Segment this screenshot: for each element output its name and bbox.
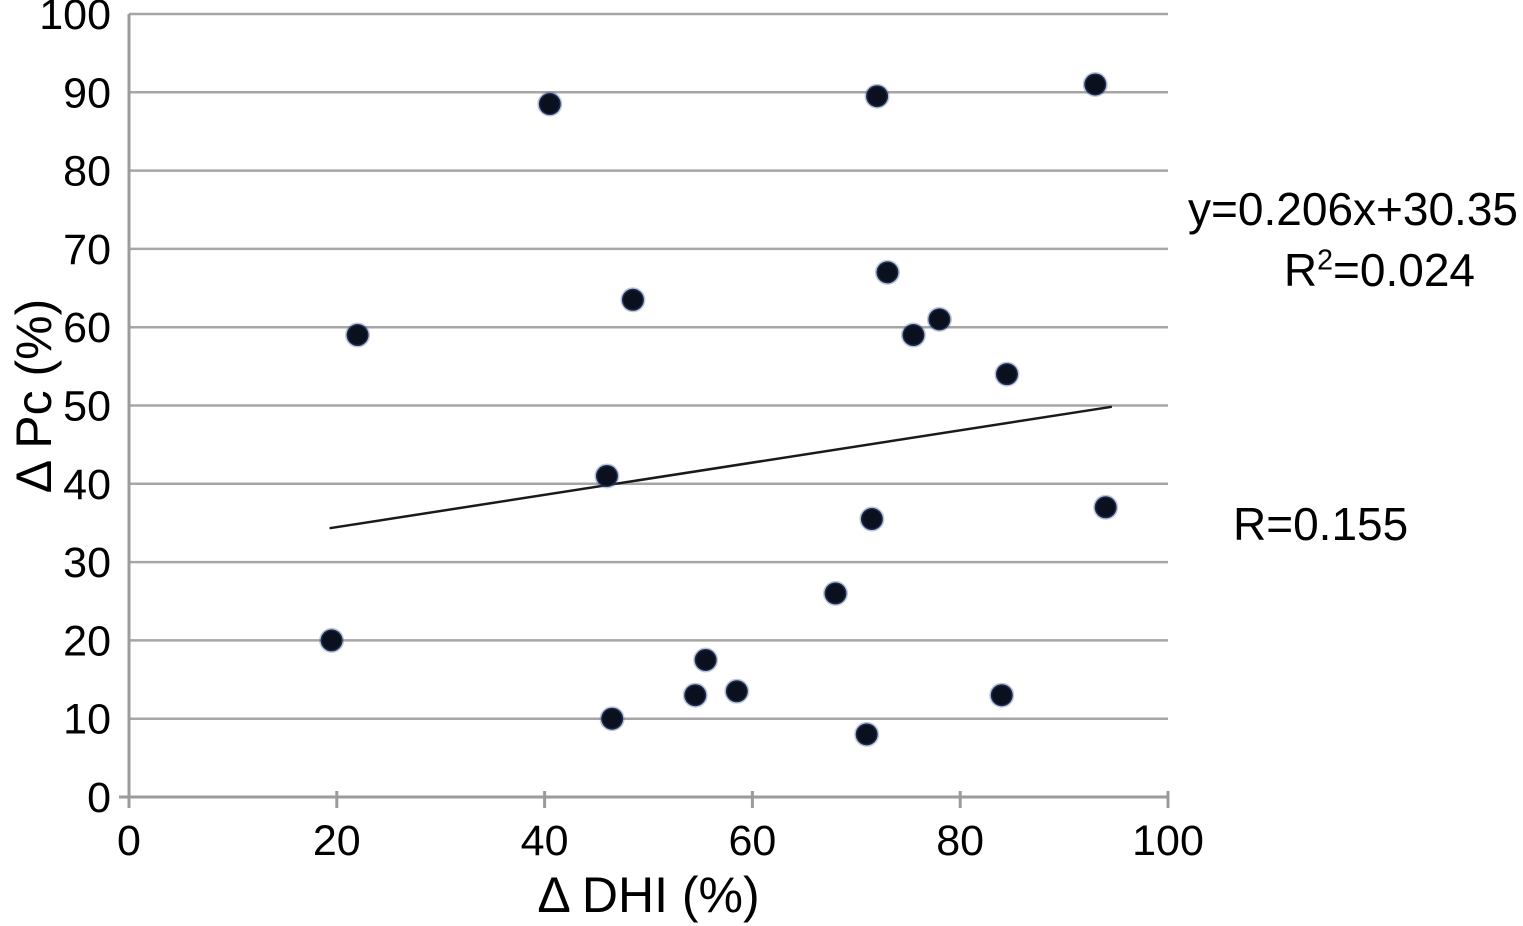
r-squared-prefix: R — [1283, 244, 1318, 296]
data-point — [693, 647, 719, 673]
x-tick-label-40: 40 — [521, 817, 569, 865]
r-squared-rest: =0.024 — [1333, 244, 1475, 296]
y-axis-title: Δ Pc (%) — [6, 298, 62, 494]
y-tick-label-80: 80 — [63, 148, 111, 196]
r-squared-label: R2=0.024 — [1284, 243, 1475, 297]
data-point — [874, 259, 900, 285]
data-point — [900, 322, 926, 348]
x-tick-label-0: 0 — [117, 817, 141, 865]
data-point — [345, 322, 371, 348]
y-tick-label-90: 90 — [63, 69, 111, 117]
data-point — [1093, 494, 1119, 520]
data-point — [854, 721, 880, 747]
y-tick-label-10: 10 — [63, 696, 111, 744]
data-point — [599, 706, 625, 732]
data-point — [864, 83, 890, 109]
y-tick-label-70: 70 — [63, 226, 111, 274]
y-tick-label-60: 60 — [63, 304, 111, 352]
trendline — [329, 405, 1113, 530]
data-point — [594, 463, 620, 489]
data-point — [994, 361, 1020, 387]
data-point — [537, 91, 563, 117]
x-axis-title: Δ DHI (%) — [537, 867, 760, 923]
data-point — [1082, 71, 1108, 97]
y-tick-label-40: 40 — [63, 461, 111, 509]
x-tick-label-60: 60 — [728, 817, 776, 865]
x-tick-label-100: 100 — [1132, 817, 1204, 865]
r-value-label: R=0.155 — [1233, 498, 1409, 550]
data-point — [989, 682, 1015, 708]
x-tick-label-20: 20 — [313, 817, 361, 865]
r-squared-superscript: 2 — [1317, 244, 1334, 277]
y-tick-label-30: 30 — [63, 539, 111, 587]
data-point — [682, 682, 708, 708]
y-tick-label-100: 100 — [39, 0, 111, 39]
y-tick-label-50: 50 — [63, 383, 111, 431]
trendline-equation-label: y=0.206x+30.35 — [1188, 183, 1518, 235]
data-point — [926, 306, 952, 332]
y-tick-label-0: 0 — [87, 774, 111, 822]
x-tick-label-80: 80 — [936, 817, 984, 865]
data-point — [823, 580, 849, 606]
y-tick-label-20: 20 — [63, 617, 111, 665]
data-point — [620, 287, 646, 313]
data-point — [724, 678, 750, 704]
data-point — [859, 506, 885, 532]
data-point — [319, 627, 345, 653]
